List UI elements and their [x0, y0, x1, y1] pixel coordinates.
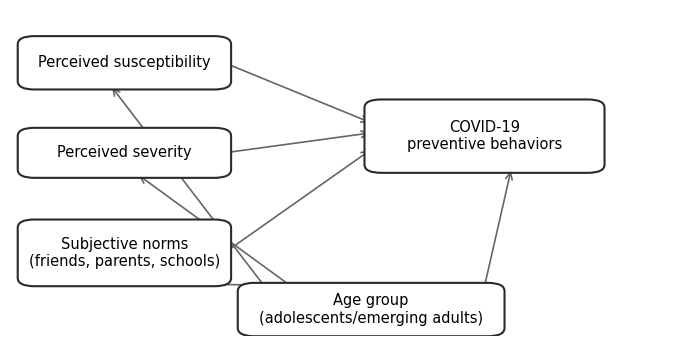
FancyBboxPatch shape	[365, 99, 605, 173]
FancyBboxPatch shape	[18, 36, 231, 89]
Text: COVID-19
preventive behaviors: COVID-19 preventive behaviors	[407, 120, 562, 152]
FancyBboxPatch shape	[18, 220, 231, 286]
Text: Perceived severity: Perceived severity	[57, 145, 191, 160]
FancyBboxPatch shape	[238, 283, 505, 336]
FancyBboxPatch shape	[18, 128, 231, 178]
Text: Age group
(adolescents/emerging adults): Age group (adolescents/emerging adults)	[259, 293, 483, 326]
Text: Subjective norms
(friends, parents, schools): Subjective norms (friends, parents, scho…	[29, 237, 220, 269]
Text: Perceived susceptibility: Perceived susceptibility	[38, 55, 211, 70]
